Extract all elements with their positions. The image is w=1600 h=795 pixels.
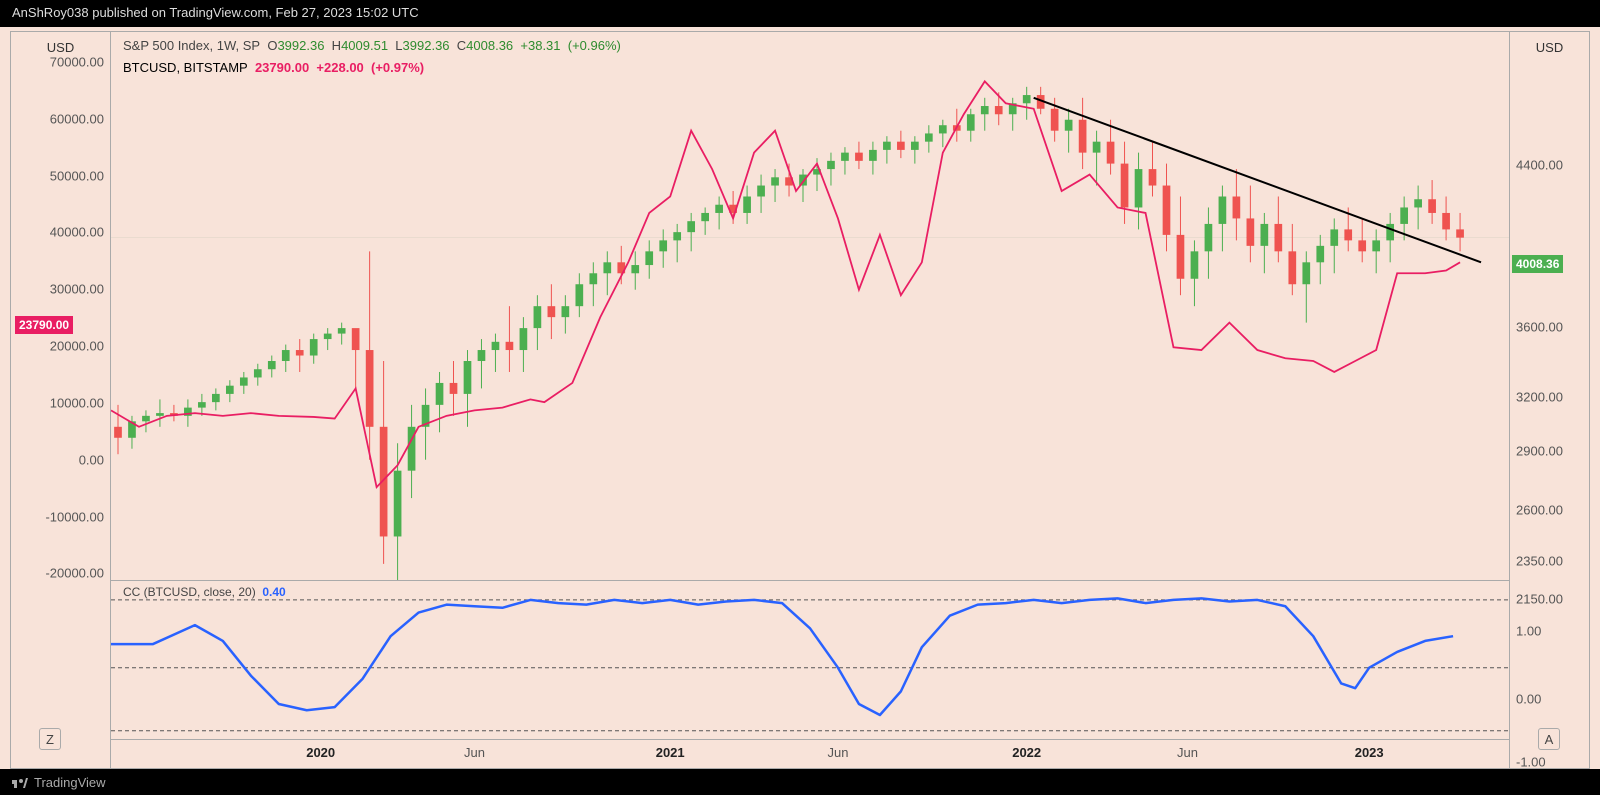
right-axis-unit: USD	[1510, 32, 1589, 63]
auto-button[interactable]: A	[1538, 728, 1560, 750]
sub-plot-svg	[111, 581, 1509, 739]
x-axis-tick: Jun	[827, 745, 848, 760]
footer: TradingView	[0, 769, 1600, 795]
left-axis-tick: 60000.00	[50, 111, 104, 126]
btc-info-line: BTCUSD, BITSTAMP 23790.00 +228.00 (+0.97…	[123, 60, 424, 75]
spx-price-tag: 4008.36	[1512, 255, 1563, 273]
tradingview-logo-icon	[12, 776, 28, 788]
left-axis-tick: 30000.00	[50, 282, 104, 297]
sub-axis-tick: 1.00	[1516, 623, 1541, 638]
left-axis-tick: -20000.00	[45, 566, 104, 581]
right-axis-tick: 2150.00	[1516, 592, 1563, 607]
time-axis: 2020 Jun 2021 Jun 2022 Jun 2023	[111, 740, 1509, 768]
btc-price-tag: 23790.00	[15, 316, 73, 334]
left-axis-tick: -10000.00	[45, 509, 104, 524]
x-axis-tick: Jun	[464, 745, 485, 760]
x-axis-tick: 2021	[656, 745, 685, 760]
chart-container: USD 70000.00 60000.00 50000.00 40000.00 3000…	[10, 31, 1590, 769]
spx-info-line: S&P 500 Index, 1W, SP O3992.36 H4009.51 …	[123, 38, 621, 53]
footer-text: TradingView	[34, 775, 106, 790]
right-axis-tick: 3200.00	[1516, 389, 1563, 404]
left-axis-tick: 10000.00	[50, 395, 104, 410]
left-axis-tick: 50000.00	[50, 168, 104, 183]
left-axis-tick: 70000.00	[50, 55, 104, 70]
x-axis-tick: 2022	[1012, 745, 1041, 760]
cc-info-line: CC (BTCUSD, close, 20) 0.40	[123, 585, 286, 599]
right-axis-tick: 4400.00	[1516, 157, 1563, 172]
x-axis-tick: 2020	[306, 745, 335, 760]
left-axis-tick: 0.00	[79, 452, 104, 467]
left-axis-tick: 20000.00	[50, 339, 104, 354]
zoom-button[interactable]: Z	[39, 728, 61, 750]
correlation-chart[interactable]: CC (BTCUSD, close, 20) 0.40	[111, 581, 1509, 740]
publish-text: AnShRoy038 published on TradingView.com,…	[12, 5, 419, 20]
main-panel: S&P 500 Index, 1W, SP O3992.36 H4009.51 …	[111, 32, 1509, 768]
right-axis-tick: 2900.00	[1516, 443, 1563, 458]
x-axis-tick: Jun	[1177, 745, 1198, 760]
right-axis-tick: 2350.00	[1516, 554, 1563, 569]
sub-axis-tick: 0.00	[1516, 691, 1541, 706]
main-plot-svg	[111, 32, 1509, 580]
x-axis-tick: 2023	[1355, 745, 1384, 760]
left-axis: USD 70000.0060000.0050000.0040000.003000…	[11, 32, 111, 768]
right-axis: USD 4400.00 4008.36 3600.00 3200.00 2900.00 2…	[1509, 32, 1589, 768]
price-chart[interactable]: S&P 500 Index, 1W, SP O3992.36 H4009.51 …	[111, 32, 1509, 581]
right-axis-tick: 3600.00	[1516, 319, 1563, 334]
left-axis-tick: 40000.00	[50, 225, 104, 240]
right-axis-tick: 2600.00	[1516, 503, 1563, 518]
publish-header: AnShRoy038 published on TradingView.com,…	[0, 0, 1600, 27]
sub-axis-tick: -1.00	[1516, 755, 1546, 770]
